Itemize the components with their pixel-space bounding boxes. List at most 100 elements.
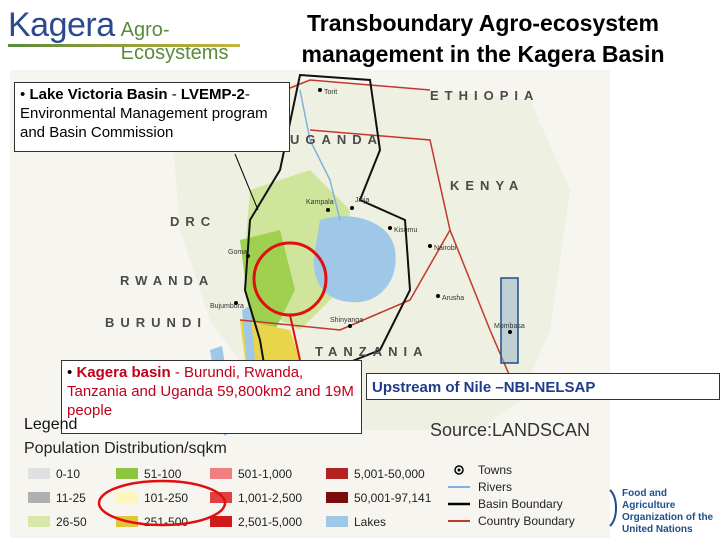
legend-item: 2,501-5,000	[210, 513, 326, 530]
legend-label: 51-100	[144, 466, 182, 481]
logo-sub-text: Agro-Ecosystems	[120, 19, 229, 64]
bullet: •	[67, 364, 73, 381]
legend-swatch	[116, 492, 138, 503]
label-kenya: KENYA	[450, 178, 524, 193]
town-marker-icon	[436, 294, 440, 298]
town-marker-icon	[454, 464, 464, 475]
city-mombasa: Mombasa	[494, 323, 525, 330]
lake-victoria	[313, 216, 396, 303]
town-marker-icon	[318, 88, 322, 92]
bullet: •	[20, 86, 26, 103]
legend-swatch	[326, 468, 348, 479]
town-marker-icon	[348, 324, 352, 328]
fao-line-3: United Nations	[622, 524, 693, 535]
title-line-1: Transboundary Agro-ecosystem	[307, 10, 659, 36]
legend-label: Basin Boundary	[478, 496, 563, 511]
city-goma: Goma	[228, 249, 247, 256]
nile-river	[299, 89, 341, 221]
town-marker-icon	[388, 226, 392, 230]
legend-label: 50,001-97,141	[354, 490, 432, 505]
legend-subtitle: Population Distribution/sqkm	[24, 440, 227, 457]
lake-victoria-name: Lake Victoria Basin	[29, 86, 168, 103]
callout-lake-victoria: • Lake Victoria Basin - LVEMP-2- Environ…	[14, 82, 290, 152]
slide-title: Transboundary Agro-ecosystem management …	[248, 8, 718, 70]
label-rwanda: RWANDA	[120, 273, 214, 288]
legend-item: Lakes	[326, 513, 438, 530]
legend-title: Legend	[24, 416, 78, 433]
town-marker-icon	[508, 330, 512, 334]
fao-emblem-icon	[609, 489, 617, 527]
country-boundary-icon	[448, 519, 470, 522]
label-burundi: BURUNDI	[105, 315, 207, 330]
legend-item: 50,001-97,141	[326, 489, 438, 506]
legend-label: Country Boundary	[478, 513, 575, 528]
feature-legend: Towns Rivers Basin Boundary Country Boun…	[448, 461, 618, 529]
legend-swatch	[28, 468, 50, 479]
town-marker-icon	[234, 301, 238, 305]
town-marker-icon	[428, 244, 432, 248]
city-bujumbura: Bujumbura	[210, 303, 244, 310]
river-line-icon	[448, 485, 470, 488]
legend-item: 0-10	[28, 465, 116, 482]
city-shinyanga: Shinyanga	[330, 317, 363, 324]
callout-upstream-nile: Upstream of Nile –NBI-NELSAP	[366, 373, 720, 400]
callout-pointer-kagera	[289, 314, 301, 361]
data-source: Source:LANDSCAN	[430, 420, 591, 440]
kagera-basin-name: Kagera basin	[76, 364, 171, 381]
callout-pointer-lake-victoria	[234, 153, 259, 211]
city-kisumu: Kisumu	[394, 227, 417, 234]
legend-label: 501-1,000	[238, 466, 293, 481]
legend-label: 2,501-5,000	[238, 514, 303, 529]
town-marker-icon	[326, 208, 330, 212]
callout-kagera: • Kagera basin - Burundi, Rwanda, Tanzan…	[61, 360, 362, 434]
legend-label: 101-250	[144, 490, 189, 505]
town-marker-icon	[246, 254, 250, 258]
kagera-description: - Burundi, Rwanda, Tanzania and Uganda 5…	[67, 364, 354, 419]
logo-main-text: Kagera	[8, 6, 115, 44]
country-boundary-line-2	[239, 229, 451, 331]
legend-item: 26-50	[28, 513, 116, 530]
town-marker-icon	[350, 206, 354, 210]
high-density-area	[240, 230, 295, 330]
city-kampala: Kampala	[306, 199, 334, 206]
program-description: - Environmental Management program and B…	[20, 86, 268, 141]
legend-swatch	[210, 516, 232, 527]
legend-item: 501-1,000	[210, 465, 326, 482]
legend-label: 26-50	[56, 514, 87, 529]
highlight-ellipse-shape	[97, 479, 227, 527]
legend-item-basin-boundary: Basin Boundary	[448, 495, 618, 512]
legend-highlight-ellipse	[97, 479, 227, 527]
city-torit: Torit	[324, 89, 337, 96]
legend-label: 11-25	[56, 490, 86, 505]
legend-label: 1,001-2,500	[238, 490, 303, 505]
legend-item: 5,001-50,000	[326, 465, 438, 482]
title-line-2: management in the Kagera Basin	[301, 41, 665, 67]
legend-item-rivers: Rivers	[448, 478, 618, 495]
legend-swatch	[210, 468, 232, 479]
legend-swatch	[28, 516, 50, 527]
legend-item: 101-250	[116, 489, 210, 506]
legend-label: Rivers	[478, 479, 513, 494]
basin-boundary-icon	[448, 502, 470, 505]
upstream-highlight-rect	[500, 277, 519, 364]
logo-underline	[8, 44, 240, 47]
label-ethiopia: ETHIOPIA	[430, 88, 539, 103]
legend-item: 51-100	[116, 465, 210, 482]
separator: -	[167, 86, 181, 103]
legend-swatch	[210, 492, 232, 503]
legend-swatch	[28, 492, 50, 503]
fao-logo: Food and Agriculture Organization of the…	[622, 488, 718, 536]
label-tanzania: TANZANIA	[315, 344, 428, 359]
legend-label: 5,001-50,000	[354, 466, 425, 481]
population-legend: 0-10 51-100 501-1,000 5,001-50,000 11-25…	[28, 465, 438, 530]
legend-label: 0-10	[56, 466, 81, 481]
lake-kivu	[242, 306, 256, 374]
program-name: LVEMP-2	[180, 86, 245, 103]
label-drc: DRC	[170, 214, 216, 229]
legend-swatch	[326, 492, 348, 503]
legend-swatch	[116, 468, 138, 479]
legend-item-country-boundary: Country Boundary	[448, 512, 618, 529]
fao-line-1: Food and Agriculture	[622, 488, 676, 511]
legend-label: Towns	[478, 462, 513, 477]
legend-item: 11-25	[28, 489, 116, 506]
